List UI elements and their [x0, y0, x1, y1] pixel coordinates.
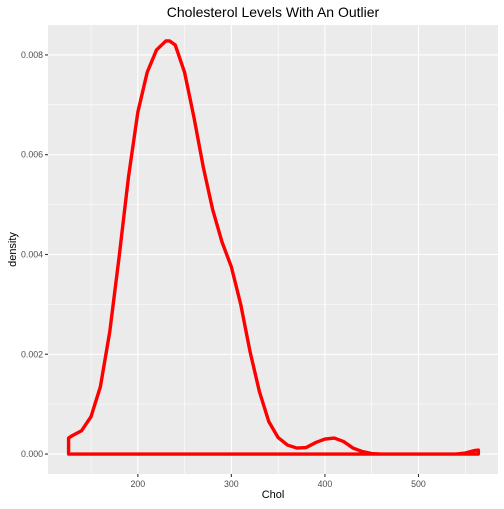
x-axis: 200 300 400 500 [130, 474, 426, 489]
series-layer [66, 39, 481, 456]
y-tick-label: 0.006 [21, 150, 43, 160]
y-axis-title: density [7, 232, 19, 267]
minor-gridlines [48, 25, 498, 474]
plot-panel [48, 25, 498, 474]
x-tick-label: 300 [224, 479, 239, 489]
chart-title: Cholesterol Levels With An Outlier [167, 4, 380, 20]
y-tick-label: 0.004 [21, 249, 43, 259]
y-tick-label: 0.008 [21, 50, 43, 60]
y-tick-label: 0.002 [21, 349, 43, 359]
density-line [66, 39, 481, 456]
x-tick-label: 500 [411, 479, 426, 489]
y-tick-label: 0.000 [21, 449, 43, 459]
y-axis: 0.000 0.002 0.004 0.006 0.008 [21, 50, 48, 459]
x-axis-title: Chol [262, 489, 285, 501]
x-tick-label: 400 [318, 479, 333, 489]
x-tick-label: 200 [130, 479, 145, 489]
